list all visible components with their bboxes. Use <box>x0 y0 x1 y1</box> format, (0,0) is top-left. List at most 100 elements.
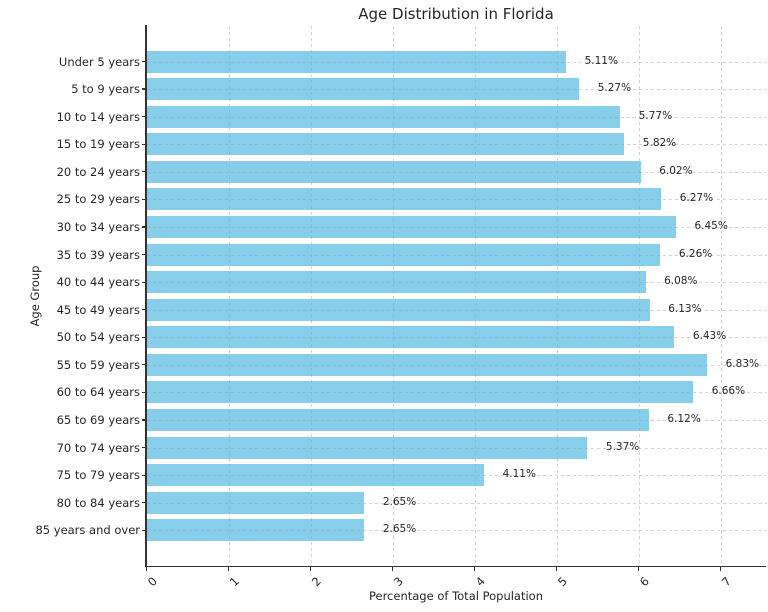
y-tick-mark <box>141 116 147 118</box>
x-tick-mark <box>556 566 558 572</box>
bar-value-label: 2.65% <box>382 495 417 508</box>
y-tick-mark <box>141 529 147 531</box>
y-tick-label: Under 5 years <box>58 54 140 69</box>
horizontal-gridline <box>146 475 767 477</box>
x-tick-mark <box>638 566 640 572</box>
x-tick-label: 5 <box>554 574 570 590</box>
horizontal-gridline <box>146 144 767 146</box>
y-tick-label: 40 to 44 years <box>56 275 140 290</box>
bar-value-label: 5.77% <box>638 109 673 122</box>
y-tick-label: 60 to 64 years <box>56 385 140 400</box>
bar <box>147 188 662 211</box>
horizontal-gridline <box>146 530 767 532</box>
horizontal-gridline <box>146 364 767 366</box>
y-tick-mark <box>141 447 147 449</box>
y-tick-label: 70 to 74 years <box>56 440 140 455</box>
y-tick-mark <box>141 88 147 90</box>
x-tick-mark <box>720 566 722 572</box>
horizontal-gridline <box>146 226 767 228</box>
bar <box>147 409 649 432</box>
vertical-gridline <box>228 26 230 566</box>
horizontal-gridline <box>146 502 767 504</box>
x-tick-mark <box>474 566 476 572</box>
horizontal-gridline <box>146 171 767 173</box>
y-tick-mark <box>141 226 147 228</box>
y-tick-label: 85 years and over <box>35 523 140 538</box>
y-tick-label: 10 to 14 years <box>56 109 140 124</box>
horizontal-gridline <box>146 420 767 422</box>
y-tick-mark <box>141 474 147 476</box>
y-tick-label: 75 to 79 years <box>56 468 140 483</box>
bar-value-label: 5.27% <box>597 82 632 95</box>
horizontal-gridline <box>146 89 767 91</box>
bar-value-label: 6.12% <box>667 413 701 426</box>
y-tick-label: 50 to 54 years <box>56 330 140 345</box>
y-tick-mark <box>141 60 147 63</box>
bar <box>147 271 646 294</box>
x-tick-mark <box>310 566 312 572</box>
bar <box>147 160 641 183</box>
x-tick-mark <box>392 566 394 572</box>
bar <box>147 298 650 321</box>
bar <box>147 105 621 128</box>
bar <box>147 215 677 238</box>
bar <box>147 491 365 514</box>
bar <box>147 326 675 349</box>
y-tick-mark <box>141 198 147 200</box>
horizontal-gridline <box>146 61 767 63</box>
y-tick-label: 20 to 24 years <box>56 164 140 179</box>
y-tick-label: 35 to 39 years <box>56 247 140 262</box>
bar <box>147 353 708 376</box>
x-tick-mark <box>146 566 148 572</box>
y-tick-mark <box>141 309 147 311</box>
horizontal-gridline <box>146 282 767 284</box>
y-tick-mark <box>141 143 147 145</box>
bar-value-label: 2.65% <box>382 523 417 536</box>
y-tick-label: 80 to 84 years <box>56 495 140 510</box>
x-axis-spine <box>145 566 767 568</box>
bar-value-label: 4.11% <box>502 468 536 481</box>
x-tick-label: 4 <box>472 574 488 590</box>
bar-value-label: 5.11% <box>584 54 618 67</box>
vertical-gridline <box>392 26 394 566</box>
horizontal-gridline <box>146 254 767 256</box>
bar <box>147 50 567 73</box>
vertical-gridline <box>638 26 640 566</box>
bar-value-label: 6.02% <box>659 164 693 177</box>
horizontal-gridline <box>146 337 767 339</box>
x-tick-label: 1 <box>226 574 242 590</box>
bar-value-label: 6.45% <box>694 219 728 232</box>
y-tick-label: 30 to 34 years <box>56 219 140 234</box>
x-tick-label: 7 <box>718 574 734 590</box>
y-tick-mark <box>141 336 147 338</box>
vertical-gridline <box>720 26 722 566</box>
y-tick-mark <box>141 281 147 283</box>
x-tick-mark <box>228 566 230 572</box>
bar-value-label: 6.43% <box>692 330 727 343</box>
y-tick-label: 55 to 59 years <box>56 357 140 372</box>
bar <box>147 243 661 266</box>
y-tick-mark <box>141 253 147 256</box>
horizontal-gridline <box>146 199 767 201</box>
bar-value-label: 6.13% <box>668 302 702 315</box>
horizontal-gridline <box>146 309 767 311</box>
bar-value-label: 6.27% <box>679 192 714 205</box>
y-tick-mark <box>141 391 147 394</box>
y-axis-spine <box>145 25 147 567</box>
y-tick-mark <box>141 171 147 173</box>
x-tick-label: 2 <box>308 574 324 590</box>
vertical-gridline <box>474 26 476 566</box>
y-tick-label: 5 to 9 years <box>71 82 140 97</box>
bar <box>147 78 580 101</box>
y-tick-mark <box>141 419 147 421</box>
bar <box>147 464 485 487</box>
horizontal-gridline <box>146 116 767 118</box>
y-tick-label: 25 to 29 years <box>56 192 140 207</box>
horizontal-gridline <box>146 447 767 449</box>
chart-title: Age Distribution in Florida <box>358 5 554 23</box>
y-tick-mark <box>141 502 147 504</box>
bar-value-label: 6.66% <box>711 385 746 398</box>
bar-value-label: 6.26% <box>678 247 713 260</box>
y-tick-label: 15 to 19 years <box>56 137 140 152</box>
vertical-gridline <box>310 26 312 566</box>
